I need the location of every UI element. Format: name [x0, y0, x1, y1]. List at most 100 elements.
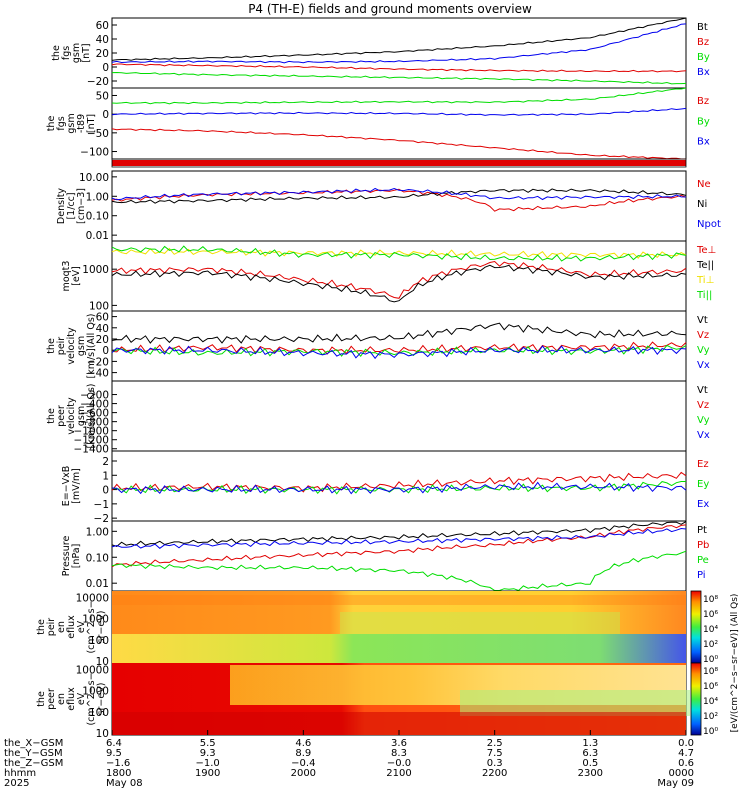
y-tick-label: −40: [87, 368, 109, 380]
x-row-value: 0.3: [487, 758, 503, 769]
y-tick-label: 1.00: [86, 526, 109, 538]
panel-frame: [111, 450, 687, 522]
x-row-value: 0.6: [678, 758, 694, 769]
y-axis-label-line: eV: [76, 692, 87, 705]
y-tick-label: 50: [96, 90, 109, 102]
y-tick-label: 0.10: [86, 211, 109, 223]
y-tick-label: 20: [96, 334, 109, 346]
x-row-value: −0.0: [387, 758, 411, 769]
x-row-value: 8.3: [391, 748, 407, 759]
legend-Pe: Pe: [697, 555, 709, 566]
x-row-value: 2200: [482, 768, 507, 779]
series-Npot: [111, 187, 687, 201]
x-row-value: 4.7: [678, 748, 694, 759]
x-row-label: hhmm: [4, 768, 36, 779]
legend-Vx: Vx: [697, 360, 710, 371]
y-axis-label-line: eV: [76, 620, 87, 633]
series-Bx: [111, 107, 687, 116]
y-axis-label-line: (cm^2−s−: [86, 672, 97, 725]
y-axis-label-line: Density: [56, 188, 67, 224]
x-row-value: 6.4: [106, 738, 122, 749]
legend-Npot: Npot: [697, 219, 721, 230]
colorbar-tick-label: 10⁶: [703, 610, 718, 620]
legend-By: By: [697, 52, 710, 63]
legend-Ey: Ey: [697, 479, 709, 490]
y-axis-label-line: fgs: [56, 116, 67, 130]
series-Te||: [111, 264, 687, 303]
panel-bfield: 60 40 20 0 −20 the fgs gsm [nT] Bt Bz By Bx: [51, 17, 710, 89]
y-axis-label-line: en: [56, 621, 67, 633]
flag-stripe-border: [111, 158, 687, 168]
y-tick-label: 100: [89, 635, 109, 647]
y-axis-label-line: sr−eV): [96, 611, 107, 644]
y-tick-label: 10: [96, 656, 109, 668]
legend-Ti||: Ti||: [696, 290, 712, 301]
colorbar-ticks: 10⁸ 10⁶ 10⁴ 10² 10⁰ 10⁸ 10⁶ 10⁴ 10² 10⁰: [703, 595, 718, 737]
panel-bfield-detrend: 50 0 −50 −100 the fgs gsm -t89 [nT] Bz By Bx: [46, 87, 710, 160]
ion-spectrogram-image: [112, 591, 686, 663]
chart-title: P4 (TH-E) fields and ground moments over…: [248, 2, 532, 16]
x-row-value: −1.0: [196, 758, 220, 769]
y-axis-label-line: [km/s](All Qs): [86, 384, 97, 449]
colorbar-tick-label: 10⁰: [703, 655, 718, 665]
x-row-value: 0.0: [678, 738, 694, 749]
y-axis-label-line: en: [56, 693, 67, 705]
y-axis-label-line: sr−eV): [96, 683, 107, 716]
legend-Vt: Vt: [697, 385, 708, 396]
y-axis-label-line: peir: [56, 337, 67, 356]
legend-Ni: Ni: [697, 199, 707, 210]
legend-Ne: Ne: [697, 179, 711, 190]
panel-temperature: 1000 100 moqt3 [eV] Te⊥ Te|| Ti⊥ Ti||: [61, 240, 716, 312]
y-tick-label: −20: [87, 76, 109, 88]
y-axis-label-line: velocity: [66, 327, 77, 365]
x-row-label: the_Z−GSM: [4, 758, 63, 769]
y-axis-label-line: [cm−3]: [76, 188, 87, 224]
series-Vt: [111, 322, 687, 344]
y-axis-label-line: eflux: [66, 615, 77, 639]
y-tick-label: −20: [87, 356, 109, 368]
y-axis-label-line: gsm: [76, 336, 87, 356]
colorbar-tick-label: 10²: [703, 712, 718, 722]
x-row-value: 3.6: [391, 738, 407, 749]
y-axis-label-line: the: [46, 408, 57, 424]
y-tick-label: −1200: [73, 435, 109, 447]
y-tick-label: 2: [102, 456, 109, 468]
y-tick-label: 100: [89, 707, 109, 719]
series-Ti||: [111, 245, 687, 262]
x-row-value: 5.5: [200, 738, 216, 749]
panel-frame: [111, 520, 687, 592]
y-tick-label: 1.00: [86, 191, 109, 203]
legend-Ez: Ez: [697, 459, 709, 470]
legend-Vz: Vz: [697, 330, 709, 341]
series-Bz: [111, 63, 687, 73]
series-Pe: [111, 550, 687, 592]
y-tick-label: 0.01: [86, 578, 109, 590]
y-axis-label-line: [nT]: [81, 43, 92, 62]
legend-Te||: Te||: [696, 260, 714, 271]
series-Ex: [111, 481, 687, 495]
y-tick-label: 60: [96, 20, 109, 32]
legend-Bz: Bz: [697, 96, 709, 107]
y-tick-label: 0.10: [86, 552, 109, 564]
x-row-value: 0.5: [582, 758, 598, 769]
y-tick-label: 1000: [82, 686, 109, 698]
series-Bx: [111, 23, 687, 64]
series-Bz: [111, 128, 686, 160]
x-row-value: 8.9: [295, 748, 311, 759]
series-By: [111, 87, 687, 105]
colorbar-tick-label: 10²: [703, 640, 718, 650]
panel-density: 10.00 1.00 0.10 0.01 Density [1/cc] [cm−3] Ne Ni…: [56, 170, 721, 242]
y-axis-label-line: [km/s](All Qs): [86, 314, 97, 379]
y-tick-label: −200: [80, 390, 109, 402]
y-axis-label-line: eflux: [66, 687, 77, 711]
y-axis-label-line: the: [36, 691, 47, 707]
y-axis-label-line: peir: [46, 618, 57, 637]
x-row-value: 4.6: [295, 738, 311, 749]
series-Pt: [111, 521, 687, 547]
legend-Ex: Ex: [697, 499, 709, 510]
colorbar-label: [eV/(cm^2−s−sr−eV)] (All Qs): [730, 594, 740, 733]
x-row-value: 1900: [195, 768, 220, 779]
